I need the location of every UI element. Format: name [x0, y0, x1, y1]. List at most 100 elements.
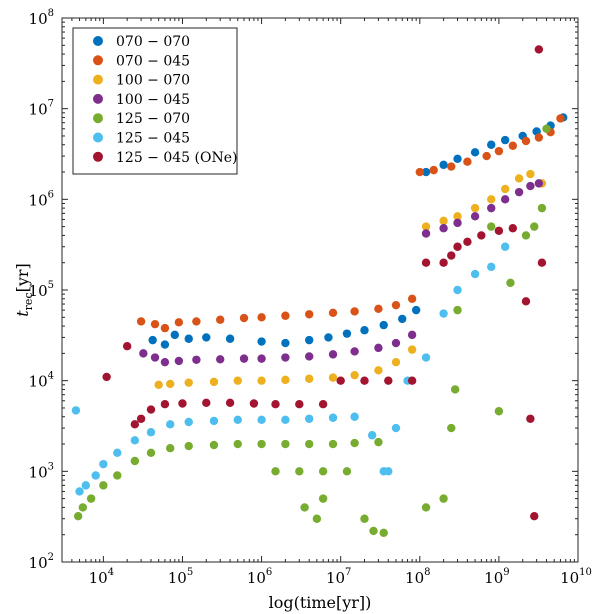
data-point	[328, 439, 338, 449]
data-point	[447, 251, 456, 260]
data-point	[487, 203, 496, 213]
data-point	[146, 428, 156, 437]
data-point	[202, 398, 211, 408]
data-point	[91, 471, 100, 480]
data-point	[166, 420, 175, 429]
data-point	[150, 319, 160, 329]
data-point	[122, 341, 132, 351]
data-point	[73, 511, 83, 521]
x-tick-label: 104	[89, 567, 114, 587]
data-point	[391, 300, 401, 310]
data-point	[102, 372, 111, 382]
data-point	[534, 133, 544, 142]
data-point	[328, 308, 338, 318]
data-point	[233, 439, 242, 449]
data-point	[184, 334, 193, 343]
data-point	[350, 412, 359, 421]
data-point	[166, 443, 175, 453]
data-point	[281, 338, 290, 348]
data-point	[295, 467, 304, 476]
data-point	[324, 333, 333, 342]
series-4	[73, 124, 551, 537]
data-point	[411, 305, 421, 315]
data-point	[450, 385, 460, 394]
data-point	[281, 375, 290, 385]
data-point	[328, 350, 338, 359]
data-point	[530, 222, 539, 231]
data-point	[494, 226, 504, 235]
data-point	[209, 377, 219, 387]
data-point	[521, 297, 531, 306]
data-point	[160, 357, 170, 367]
data-point	[295, 400, 304, 409]
data-point	[470, 203, 480, 213]
data-point	[99, 459, 108, 469]
data-point	[342, 329, 352, 338]
data-point	[439, 494, 448, 503]
data-point	[150, 353, 160, 362]
x-tick-label: 109	[484, 567, 509, 587]
data-point	[328, 373, 338, 382]
legend-marker	[93, 36, 103, 46]
x-axis-label: log(time[yr])	[269, 593, 372, 612]
data-point	[271, 467, 280, 476]
data-point	[136, 317, 146, 326]
data-point	[407, 376, 417, 385]
data-point	[146, 405, 156, 414]
legend-marker	[93, 74, 103, 85]
data-point	[556, 114, 565, 123]
data-point	[305, 352, 314, 361]
data-point	[281, 439, 290, 449]
data-point	[447, 423, 456, 433]
data-point	[130, 456, 140, 466]
legend-label: 125 − 070	[116, 111, 190, 127]
data-point	[521, 231, 531, 240]
data-point	[184, 441, 193, 451]
data-point	[439, 216, 448, 225]
data-point	[453, 154, 462, 163]
data-point	[447, 162, 456, 171]
data-point	[154, 380, 163, 390]
data-point	[225, 334, 235, 343]
data-point	[453, 305, 462, 315]
data-point	[75, 487, 84, 496]
data-point	[209, 440, 219, 450]
data-point	[350, 307, 359, 316]
data-point	[192, 355, 201, 364]
data-point	[391, 338, 401, 348]
data-point	[257, 376, 266, 385]
data-point	[257, 415, 266, 425]
data-point	[470, 212, 480, 221]
legend-label: 100 − 045	[116, 92, 190, 108]
data-point	[184, 378, 193, 387]
legend-label: 070 − 070	[116, 34, 190, 50]
data-point	[391, 357, 401, 367]
data-point	[487, 262, 496, 272]
data-point	[146, 448, 156, 458]
data-point	[360, 326, 369, 335]
data-point	[487, 222, 496, 231]
data-point	[391, 423, 401, 433]
data-point	[429, 165, 438, 175]
data-point	[257, 354, 266, 363]
data-point	[99, 481, 108, 490]
data-point	[407, 330, 417, 340]
data-point	[281, 353, 290, 362]
data-point	[216, 315, 225, 324]
data-point	[526, 181, 535, 191]
data-point	[170, 330, 180, 340]
data-point	[257, 337, 266, 346]
legend-label: 070 − 045	[116, 53, 190, 69]
data-point	[415, 167, 424, 177]
data-point	[113, 471, 122, 480]
data-point	[421, 258, 431, 267]
data-point	[439, 258, 448, 267]
data-point	[477, 231, 486, 240]
data-point	[160, 340, 170, 349]
data-point	[421, 229, 431, 238]
data-point	[367, 431, 377, 440]
data-points	[71, 45, 568, 537]
series-1	[136, 114, 565, 333]
data-point	[463, 157, 472, 166]
